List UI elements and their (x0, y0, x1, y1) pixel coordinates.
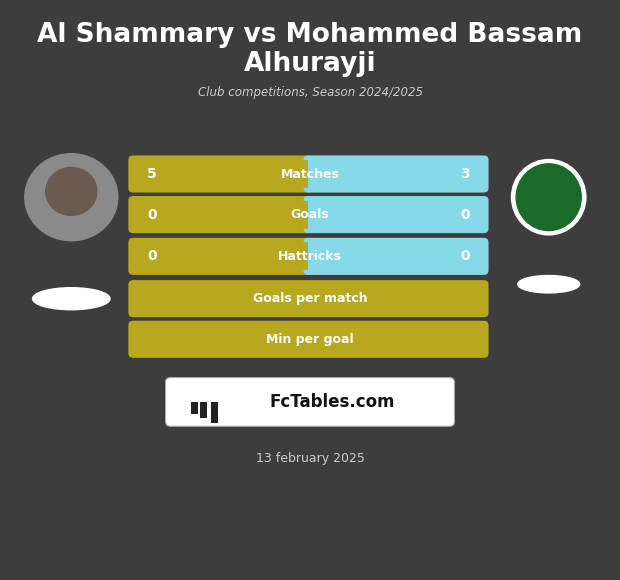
Text: Goals: Goals (291, 208, 329, 221)
FancyBboxPatch shape (146, 160, 314, 188)
FancyBboxPatch shape (303, 238, 489, 275)
FancyBboxPatch shape (146, 242, 314, 270)
Text: Goals per match: Goals per match (253, 292, 367, 305)
FancyBboxPatch shape (303, 196, 489, 233)
Ellipse shape (512, 160, 586, 235)
Text: 3: 3 (460, 167, 470, 181)
Text: Matches: Matches (281, 168, 339, 180)
FancyBboxPatch shape (200, 402, 207, 418)
FancyBboxPatch shape (166, 378, 454, 426)
FancyBboxPatch shape (128, 238, 313, 275)
Ellipse shape (518, 276, 580, 293)
Text: 13 february 2025: 13 february 2025 (255, 452, 365, 465)
FancyBboxPatch shape (211, 402, 218, 423)
Text: Min per goal: Min per goal (266, 333, 354, 346)
Text: Club competitions, Season 2024/2025: Club competitions, Season 2024/2025 (198, 86, 422, 99)
Text: 0: 0 (147, 208, 157, 222)
FancyBboxPatch shape (309, 201, 471, 229)
Text: FcTables.com: FcTables.com (270, 393, 395, 411)
FancyBboxPatch shape (309, 160, 471, 188)
Text: 0: 0 (460, 208, 470, 222)
FancyBboxPatch shape (128, 321, 489, 358)
Text: Alhurayji: Alhurayji (244, 51, 376, 77)
Ellipse shape (516, 164, 582, 231)
FancyBboxPatch shape (309, 242, 471, 270)
FancyBboxPatch shape (128, 155, 313, 193)
Text: 0: 0 (147, 249, 157, 263)
FancyBboxPatch shape (146, 201, 314, 229)
Circle shape (25, 154, 118, 241)
FancyBboxPatch shape (128, 280, 489, 317)
Text: 5: 5 (147, 167, 157, 181)
Text: Hattricks: Hattricks (278, 250, 342, 263)
Text: Al Shammary vs Mohammed Bassam: Al Shammary vs Mohammed Bassam (37, 22, 583, 48)
Text: 0: 0 (460, 249, 470, 263)
FancyBboxPatch shape (191, 402, 198, 414)
FancyBboxPatch shape (303, 155, 489, 193)
Ellipse shape (32, 288, 110, 310)
FancyBboxPatch shape (128, 196, 313, 233)
Circle shape (46, 168, 97, 215)
